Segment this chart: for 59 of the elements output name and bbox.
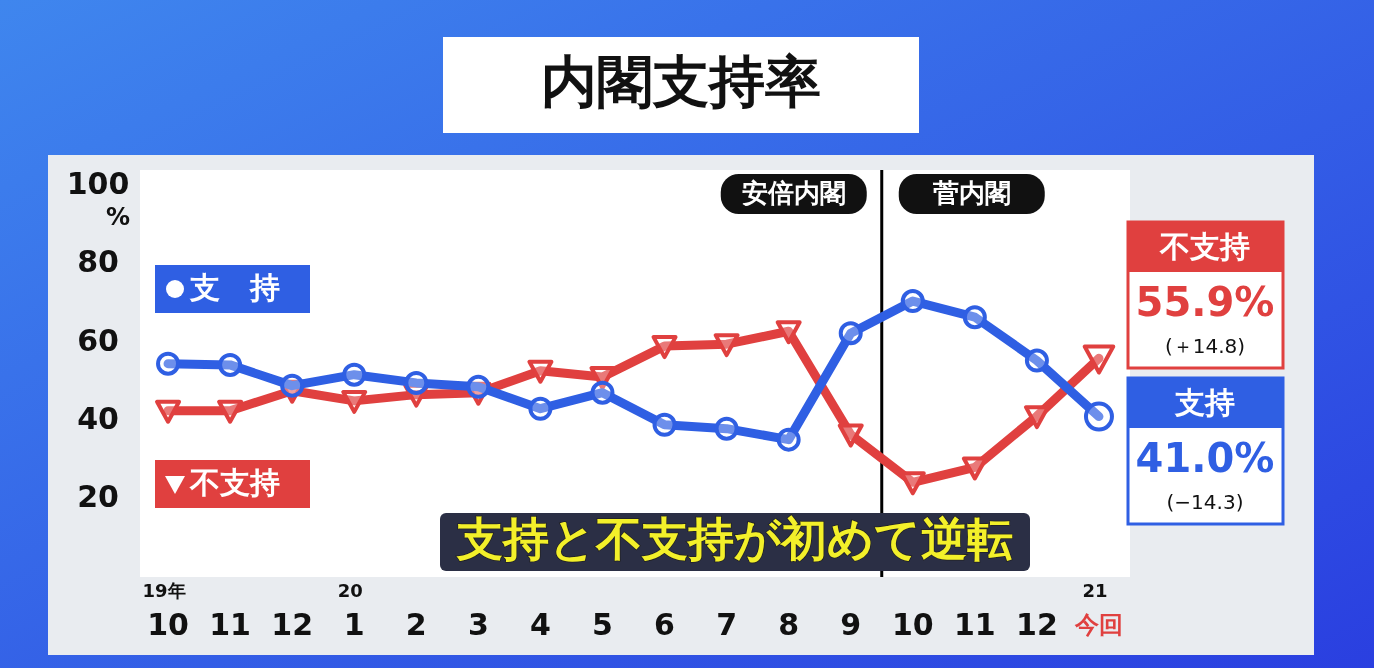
text: (＋14.8) [1164,333,1246,358]
point [1023,405,1050,430]
x-tick-label: 19年 10 [142,580,189,642]
series-label: 不支持 [189,464,280,500]
text: 支持 [1174,384,1235,420]
x-tick-label: 4 [529,606,551,642]
point [342,362,367,387]
y-axis-title: % [105,202,131,231]
point [155,399,182,424]
series-label: 支 持 [189,269,280,305]
y-tick-label: 60 [77,322,119,358]
point [341,389,368,414]
x-tick-label: 6 [654,606,675,642]
text: 41.0% [1135,435,1275,481]
point [714,416,739,441]
x-tick-label: 21 今回 [1073,580,1123,639]
x-tick-label: 2 [405,606,427,642]
chart-title: 内閣支持率 [541,49,821,115]
point [900,289,925,314]
x-tick-label: 9 [840,606,862,642]
point [156,351,181,376]
point [590,380,615,405]
point [776,427,801,452]
point [962,305,987,330]
point [218,352,243,377]
point [217,399,244,424]
point [280,373,305,398]
text: (−14.3) [1166,489,1244,514]
x-tick-label: 12 [271,606,314,642]
point [527,359,554,384]
point [466,374,491,399]
x-tick-label: 20 1 [337,580,365,642]
x-tick-label: 3 [467,606,489,642]
point [837,423,864,448]
point [775,320,802,345]
y-tick-label: 20 [77,479,119,515]
x-tick-label: 8 [778,606,800,642]
y-tick-label: 40 [77,400,119,436]
x-tick-label: 11 [953,606,996,642]
x-tick-label: 10 [891,606,934,642]
x-tick-label: 5 [592,606,613,642]
point [652,412,677,437]
x-tick-label: 11 [209,606,251,642]
point [1024,348,1049,373]
point [404,370,429,395]
x-tick-label: 12 [1016,606,1058,642]
y-tick-label: 80 [77,244,119,280]
point [961,456,988,481]
annotation: 安倍内閣 [741,177,846,208]
point [528,396,553,421]
text: 55.9% [1135,279,1275,325]
y-tick-label: 100 [66,166,130,202]
annotation: 菅内閣 [931,177,1011,208]
point [651,335,678,360]
annotation: 支持と不支持が初めて逆転 [456,511,1013,566]
text: 不支持 [1159,228,1250,264]
point [838,321,863,346]
x-tick-label: 7 [716,606,738,642]
point [713,333,740,358]
